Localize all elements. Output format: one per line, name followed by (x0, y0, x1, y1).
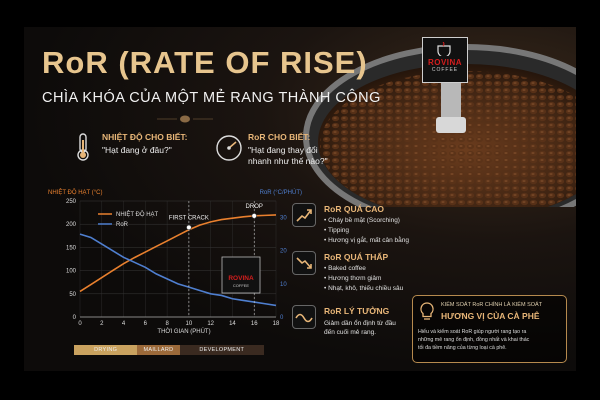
y-tick-left: 0 (73, 315, 77, 321)
ror-ideal-text: Giảm dần ổn định từ đầu đến cuối mẻ rang… (324, 319, 396, 337)
poster-title: RoR (RATE OF RISE) (42, 45, 368, 80)
logo-sub: COFFEE (431, 67, 459, 73)
chart-logo-name: ROVINA (228, 275, 254, 282)
info-temperature-heading: NHIỆT ĐỘ CHO BIẾT: (102, 132, 188, 142)
ror-ideal-heading: RoR LÝ TƯỞNG (324, 306, 390, 316)
y-tick-right: 20 (280, 249, 287, 255)
x-tick: 4 (122, 321, 126, 327)
gauge-icon (216, 135, 242, 161)
falling-chart-icon (292, 251, 316, 275)
key-takeaway-box: KIỂM SOÁT RoR CHÍNH LÀ KIỂM SOÁT HƯƠNG V… (412, 295, 567, 363)
phase-maillard: MAILLARD (137, 345, 180, 355)
y-tick-left: 250 (66, 199, 77, 205)
chart-logo-watermark: ROVINA COFFEE (221, 256, 261, 294)
annotation-point (251, 213, 257, 219)
info-temperature-text: "Hạt đang ở đâu?" (102, 145, 172, 155)
series-line-1 (79, 233, 277, 307)
x-tick: 16 (251, 321, 258, 327)
y-tick-left: 100 (66, 269, 77, 275)
x-tick: 0 (78, 321, 82, 327)
keybox-line-2: HƯƠNG VỊ CỦA CÀ PHÊ (441, 311, 540, 321)
info-ror-text-line-1: "Hạt đang thay đổi (248, 145, 318, 155)
legend-ror: RoR (116, 222, 129, 228)
lightbulb-icon (420, 302, 434, 320)
chart-legend: NHIỆT ĐỘ HẠT RoR (98, 210, 159, 228)
y-tick-right: 0 (280, 315, 284, 321)
x-tick: 14 (229, 321, 236, 327)
list-item: • Cháy bề mặt (Scorching) (324, 217, 400, 224)
chart-ylabel-right: RoR (°C/PHÚT) (260, 189, 302, 196)
y-tick-left: 200 (66, 222, 77, 228)
series-line-0 (79, 214, 277, 293)
y-tick-right: 10 (280, 282, 287, 288)
x-tick: 2 (100, 321, 104, 327)
ror-chart: 0 50 100 150 200 250 0 10 20 30 0 2 4 6 8 10 12 14 16 18 FI… (48, 188, 302, 335)
x-tick: 6 (144, 321, 148, 327)
info-ror-text: "Hạt đang thay đổi nhanh như thế nào?" (248, 145, 328, 167)
list-item: • Hương thơm giảm (324, 275, 382, 282)
keybox-body-line-2: những mẻ rang ổn định, đồng nhất và khai… (418, 337, 530, 343)
rising-chart-icon (292, 203, 316, 227)
infographic-poster: RoR (RATE OF RISE) CHÌA KHÓA CỦA MỘT MẺ … (24, 27, 576, 371)
chart-ylabel-left: NHIỆT ĐỘ HẠT (°C) (48, 188, 103, 196)
list-item: • Tipping (324, 227, 350, 234)
wave-icon (292, 305, 316, 329)
y-tick-right: 30 (280, 216, 287, 222)
y-tick-left: 50 (69, 292, 76, 298)
ror-ideal-line-2: đến cuối mẻ rang. (324, 329, 377, 336)
info-ror-heading: RoR CHO BIẾT: (248, 132, 311, 142)
ror-too-low-heading: RoR QUÁ THẤP (324, 252, 389, 262)
x-tick: 12 (207, 321, 214, 327)
coffee-bean-divider-icon (157, 115, 213, 123)
roast-phases-bar: DRYING MAILLARD DEVELOPMENT (74, 345, 264, 355)
legend-temp: NHIỆT ĐỘ HẠT (116, 210, 159, 218)
y-tick-left: 150 (66, 245, 77, 251)
chart-xlabel: THỜI GIAN (PHÚT) (157, 328, 210, 335)
phase-drying: DRYING (74, 345, 138, 355)
annotation-label: DROP (246, 204, 263, 210)
logo-name: ROVINA (427, 58, 463, 67)
x-tick: 18 (273, 321, 280, 327)
list-item: • Nhạt, khô, thiếu chiều sâu (324, 285, 404, 292)
chart-ticks: 0 50 100 150 200 250 0 10 20 30 0 2 4 6 8 10 12 14 16 18 (66, 199, 287, 327)
keybox-body: Hiểu và kiểm soát RoR giúp người rang tạ… (418, 328, 529, 352)
keybox-body-line-1: Hiểu và kiểm soát RoR giúp người rang tạ… (418, 329, 527, 335)
x-tick: 8 (165, 321, 169, 327)
keybox-line-1: KIỂM SOÁT RoR CHÍNH LÀ KIỂM SOÁT (441, 302, 543, 308)
chart-series (79, 214, 277, 307)
list-item: • Hương vị gắt, mất cân bằng (324, 237, 409, 244)
poster-subtitle: CHÌA KHÓA CỦA MỘT MẺ RANG THÀNH CÔNG (42, 90, 381, 106)
phase-development: DEVELOPMENT (179, 345, 264, 355)
ror-ideal-line-1: Giảm dần ổn định từ đầu (324, 320, 396, 327)
coffee-cup-logo-icon (437, 42, 451, 56)
chart-logo-sub: COFFEE (233, 283, 250, 288)
x-tick: 10 (186, 321, 193, 327)
keybox-body-line-3: tối đa tiềm năng của từng loại cà phê. (418, 345, 507, 351)
annotation-point (186, 224, 192, 231)
ror-too-high-heading: RoR QUÁ CAO (324, 204, 384, 214)
roaster-drum-illustration (303, 44, 576, 207)
annotation-label: FIRST CRACK (169, 215, 209, 221)
rovina-logo: ROVINA COFFEE (422, 37, 468, 83)
thermometer-icon (77, 133, 89, 161)
chart-grid (79, 200, 277, 318)
info-ror-text-line-2: nhanh như thế nào?" (248, 156, 328, 166)
list-item: • Baked coffee (324, 265, 366, 272)
